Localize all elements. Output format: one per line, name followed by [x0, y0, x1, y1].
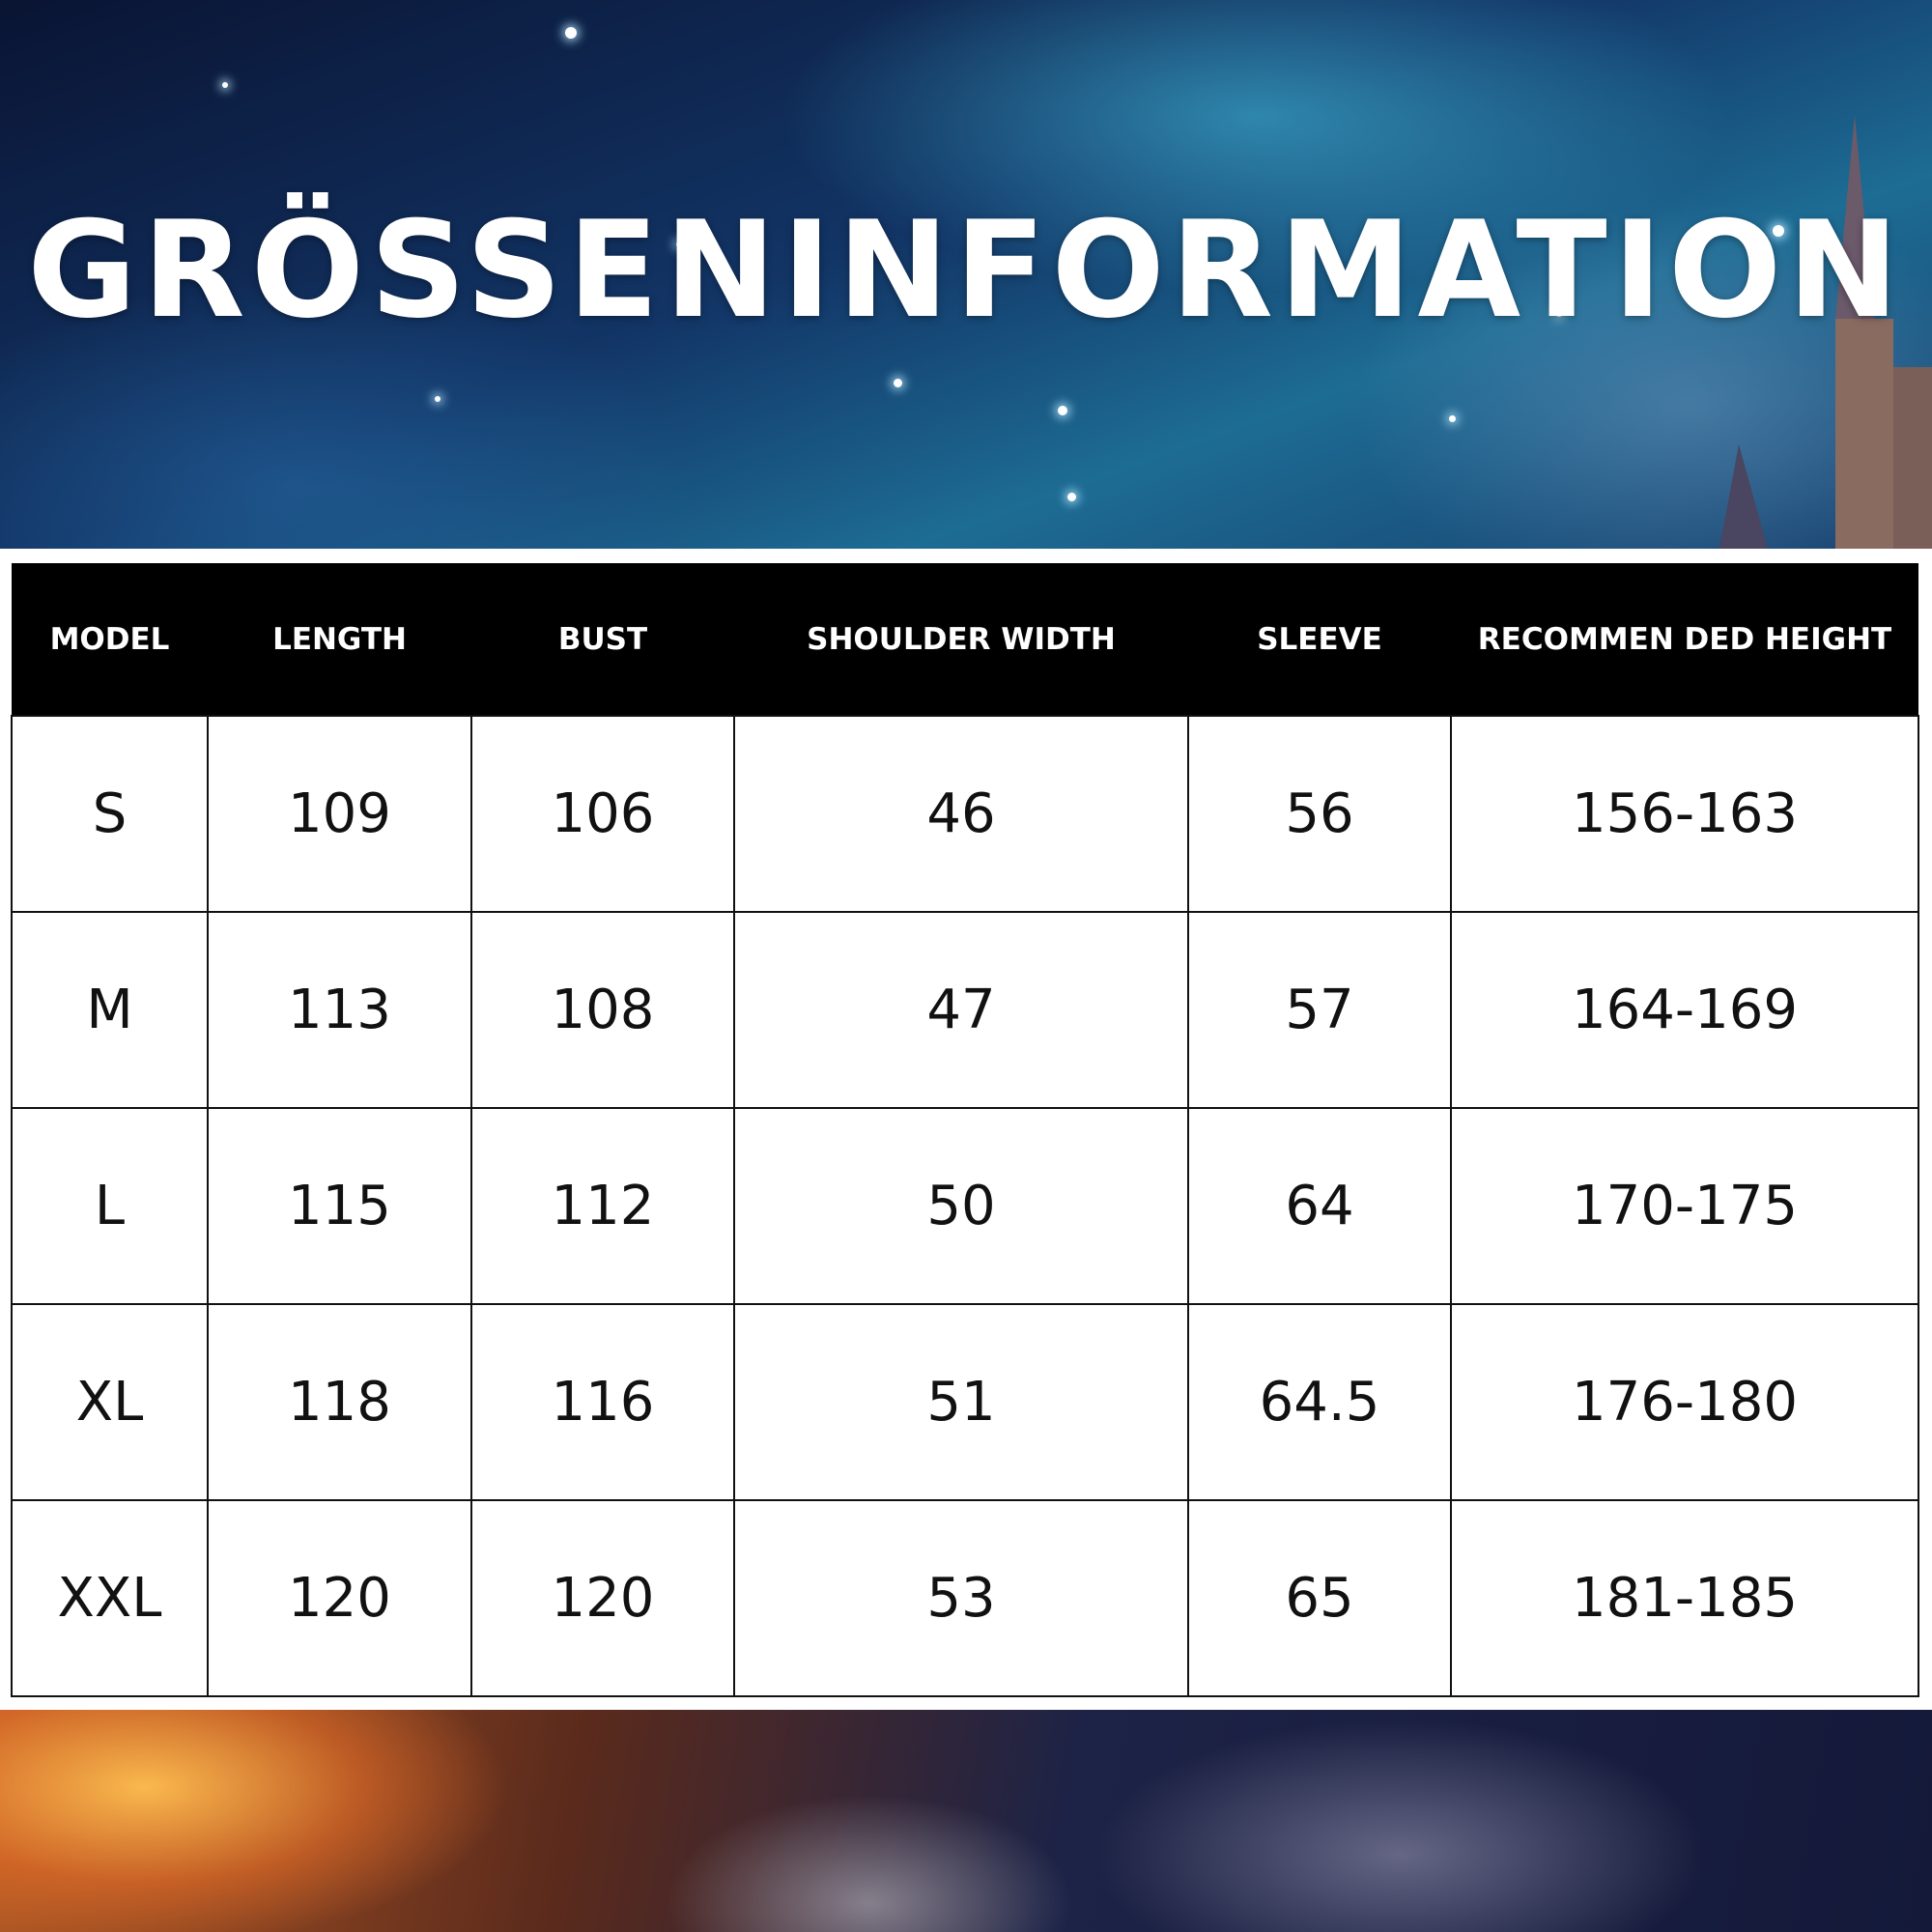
table-row: XL 118 116 51 64.5 176-180 — [11, 1303, 1919, 1501]
header-sleeve: SLEEVE — [1257, 621, 1382, 657]
cell-recommended-height: 164-169 — [1450, 911, 1919, 1109]
cell-shoulder-width: 51 — [733, 1303, 1189, 1501]
cell-model: XXL — [11, 1499, 209, 1697]
star-decoration — [676, 242, 682, 247]
starry-sky-background — [0, 0, 1932, 549]
table-row: M 113 108 47 57 164-169 — [11, 911, 1919, 1109]
table-row: XXL 120 120 53 65 181-185 — [11, 1499, 1919, 1697]
cell-bust: 108 — [470, 911, 735, 1109]
cell-recommended-height: 156-163 — [1450, 715, 1919, 913]
cell-bust: 120 — [470, 1499, 735, 1697]
sunset-clouds-background — [0, 1710, 1932, 1932]
page-title: GRÖSSENINFORMATION — [27, 192, 1905, 348]
cell-sleeve: 64 — [1187, 1107, 1452, 1305]
cell-length: 115 — [207, 1107, 472, 1305]
cell-model: L — [11, 1107, 209, 1305]
cell-recommended-height: 176-180 — [1450, 1303, 1919, 1501]
cell-model: S — [11, 715, 209, 913]
star-decoration — [1449, 415, 1456, 422]
cell-shoulder-width: 53 — [733, 1499, 1189, 1697]
table-header-row: MODEL LENGTH BUST SHOULDER WIDTH SLEEVE … — [12, 563, 1918, 716]
cell-length: 118 — [207, 1303, 472, 1501]
cell-shoulder-width: 46 — [733, 715, 1189, 913]
star-decoration — [1773, 225, 1784, 237]
star-decoration — [222, 82, 228, 88]
cell-sleeve: 65 — [1187, 1499, 1452, 1697]
cell-length: 120 — [207, 1499, 472, 1697]
castle-tower-decoration — [1719, 116, 1932, 549]
header-model: MODEL — [49, 621, 170, 657]
star-decoration — [1067, 493, 1076, 501]
cell-model: XL — [11, 1303, 209, 1501]
cell-length: 113 — [207, 911, 472, 1109]
header-shoulder-width: SHOULDER WIDTH — [807, 621, 1116, 657]
header-recommended-height: RECOMMEN DED HEIGHT — [1477, 621, 1892, 657]
cell-sleeve: 64.5 — [1187, 1303, 1452, 1501]
header-length: LENGTH — [272, 621, 407, 657]
cell-shoulder-width: 50 — [733, 1107, 1189, 1305]
star-decoration — [1058, 406, 1067, 415]
cell-bust: 106 — [470, 715, 735, 913]
cell-model: M — [11, 911, 209, 1109]
table-row: S 109 106 46 56 156-163 — [11, 715, 1919, 913]
cell-shoulder-width: 47 — [733, 911, 1189, 1109]
cell-sleeve: 57 — [1187, 911, 1452, 1109]
cell-recommended-height: 181-185 — [1450, 1499, 1919, 1697]
star-decoration — [565, 27, 577, 39]
header-bust: BUST — [557, 621, 648, 657]
star-decoration — [1555, 309, 1563, 317]
cell-bust: 116 — [470, 1303, 735, 1501]
cell-recommended-height: 170-175 — [1450, 1107, 1919, 1305]
table-row: L 115 112 50 64 170-175 — [11, 1107, 1919, 1305]
size-chart-table: MODEL LENGTH BUST SHOULDER WIDTH SLEEVE … — [11, 563, 1919, 1697]
cell-bust: 112 — [470, 1107, 735, 1305]
star-decoration — [435, 396, 440, 402]
star-decoration — [894, 379, 902, 387]
cell-sleeve: 56 — [1187, 715, 1452, 913]
cell-length: 109 — [207, 715, 472, 913]
